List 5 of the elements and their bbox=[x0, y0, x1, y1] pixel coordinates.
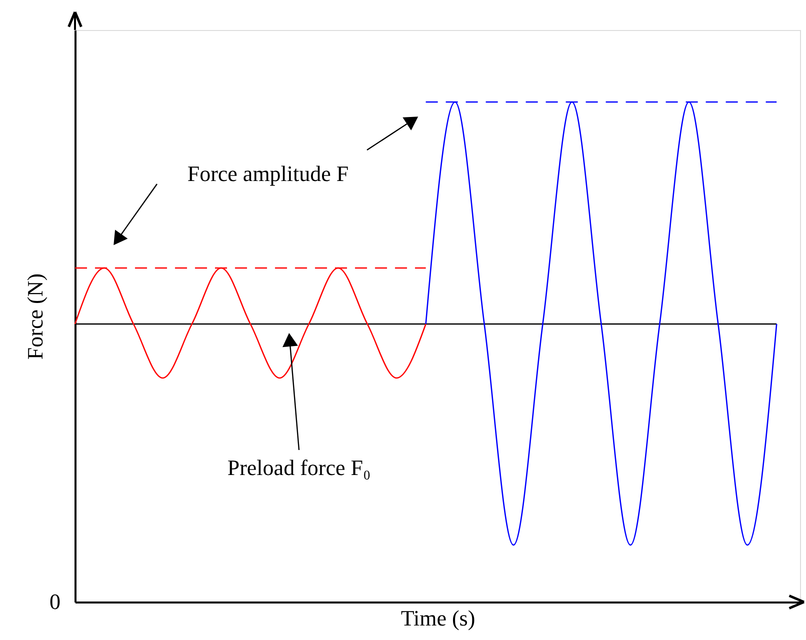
y-axis-title: Force (N) bbox=[22, 273, 48, 360]
text: 0 bbox=[50, 589, 60, 614]
annotation: Preload force F₀ bbox=[227, 455, 371, 480]
x-axis-title: Time (s) bbox=[400, 606, 476, 630]
annotation: Force amplitude F bbox=[187, 161, 349, 186]
